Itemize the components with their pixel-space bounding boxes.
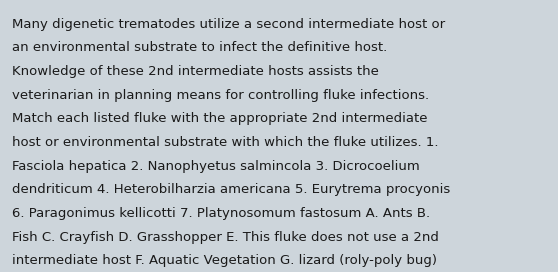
Text: Fasciola hepatica 2. Nanophyetus salmincola 3. Dicrocoelium: Fasciola hepatica 2. Nanophyetus salminc… [12, 160, 420, 173]
Text: Fish C. Crayfish D. Grasshopper E. This fluke does not use a 2nd: Fish C. Crayfish D. Grasshopper E. This … [12, 231, 439, 244]
Text: veterinarian in planning means for controlling fluke infections.: veterinarian in planning means for contr… [12, 89, 430, 102]
Text: intermediate host F. Aquatic Vegetation G. lizard (roly-poly bug): intermediate host F. Aquatic Vegetation … [12, 254, 437, 267]
Text: an environmental substrate to infect the definitive host.: an environmental substrate to infect the… [12, 41, 387, 54]
Text: dendriticum 4. Heterobilharzia americana 5. Eurytrema procyonis: dendriticum 4. Heterobilharzia americana… [12, 183, 450, 196]
Text: Match each listed fluke with the appropriate 2nd intermediate: Match each listed fluke with the appropr… [12, 112, 428, 125]
Text: 6. Paragonimus kellicotti 7. Platynosomum fastosum A. Ants B.: 6. Paragonimus kellicotti 7. Platynosomu… [12, 207, 430, 220]
Text: Knowledge of these 2nd intermediate hosts assists the: Knowledge of these 2nd intermediate host… [12, 65, 379, 78]
Text: Many digenetic trematodes utilize a second intermediate host or: Many digenetic trematodes utilize a seco… [12, 18, 445, 31]
Text: host or environmental substrate with which the fluke utilizes. 1.: host or environmental substrate with whi… [12, 136, 439, 149]
